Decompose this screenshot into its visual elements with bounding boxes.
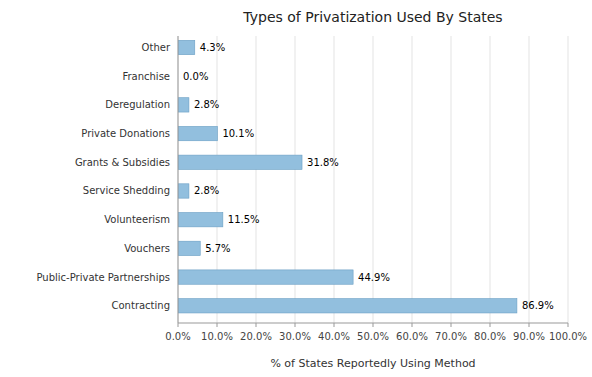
bar: [178, 98, 189, 112]
data-label: 5.7%: [205, 243, 230, 254]
x-axis-label: % of States Reportedly Using Method: [270, 357, 475, 370]
tick-mark: [412, 323, 413, 327]
tick-mark: [295, 323, 296, 327]
category-label: Other: [142, 42, 171, 53]
y-axis: Contracting Public-Private Partnerships Vo…: [37, 42, 171, 311]
bar: [178, 299, 517, 313]
tick-label: 20.0%: [240, 331, 272, 342]
category-label: Private Donations: [81, 128, 170, 139]
x-axis-line: [178, 323, 568, 324]
bars: [178, 40, 517, 313]
data-label: 86.9%: [522, 300, 554, 311]
bar: [178, 213, 223, 227]
grid-line: [490, 36, 491, 323]
grid-line: [451, 36, 452, 323]
data-label: 11.5%: [228, 214, 260, 225]
data-label: 2.8%: [194, 185, 219, 196]
tick-label: 70.0%: [435, 331, 467, 342]
tick-mark: [568, 323, 569, 327]
tick-mark: [178, 323, 179, 327]
y-axis-line: [178, 36, 179, 323]
data-label: 4.3%: [200, 42, 225, 53]
tick-mark: [217, 323, 218, 327]
tick-label: 100.0%: [549, 331, 587, 342]
tick-mark: [490, 323, 491, 327]
chart-container: Types of Privatization Used By States 0.0…: [0, 0, 592, 377]
data-label: 2.8%: [194, 99, 219, 110]
category-label: Vouchers: [124, 243, 170, 254]
tick-label: 90.0%: [513, 331, 545, 342]
category-label: Deregulation: [105, 99, 170, 110]
tick-mark: [334, 323, 335, 327]
category-label: Public-Private Partnerships: [37, 272, 170, 283]
category-label: Grants & Subsidies: [75, 157, 170, 168]
title: Types of Privatization Used By States: [242, 9, 502, 25]
tick-label: 0.0%: [165, 331, 190, 342]
data-label: 0.0%: [183, 71, 208, 82]
bar: [178, 241, 200, 255]
bar: [178, 155, 302, 169]
data-labels: 86.9% 44.9% 5.7% 11.5% 2.8% 31.8% 10.1% 2.8% 0.0…: [183, 42, 554, 311]
tick-mark: [256, 323, 257, 327]
category-label: Contracting: [112, 300, 170, 311]
data-label: 10.1%: [222, 128, 254, 139]
tick-mark: [529, 323, 530, 327]
x-axis: 0.0% 10.0% 20.0% 30.0% 40.0% 50.0% 60.0% 70.0% 8…: [165, 323, 587, 342]
bar: [178, 126, 217, 140]
grid-line: [529, 36, 530, 323]
category-label: Volunteerism: [104, 214, 170, 225]
bar: [178, 270, 353, 284]
tick-mark: [451, 323, 452, 327]
data-label: 44.9%: [358, 272, 390, 283]
grid-line: [412, 36, 413, 323]
tick-label: 10.0%: [201, 331, 233, 342]
tick-mark: [373, 323, 374, 327]
grid-line: [178, 36, 179, 323]
bar: [178, 184, 189, 198]
tick-label: 40.0%: [318, 331, 350, 342]
bar: [178, 40, 195, 54]
tick-label: 60.0%: [396, 331, 428, 342]
data-label: 31.8%: [307, 157, 339, 168]
category-label: Service Shedding: [83, 185, 170, 196]
grid-line: [568, 36, 569, 323]
tick-label: 30.0%: [279, 331, 311, 342]
category-label: Franchise: [122, 71, 170, 82]
grid: [178, 36, 568, 323]
tick-label: 80.0%: [474, 331, 506, 342]
tick-label: 50.0%: [357, 331, 389, 342]
chart-svg: Types of Privatization Used By States 0.0…: [0, 0, 592, 377]
